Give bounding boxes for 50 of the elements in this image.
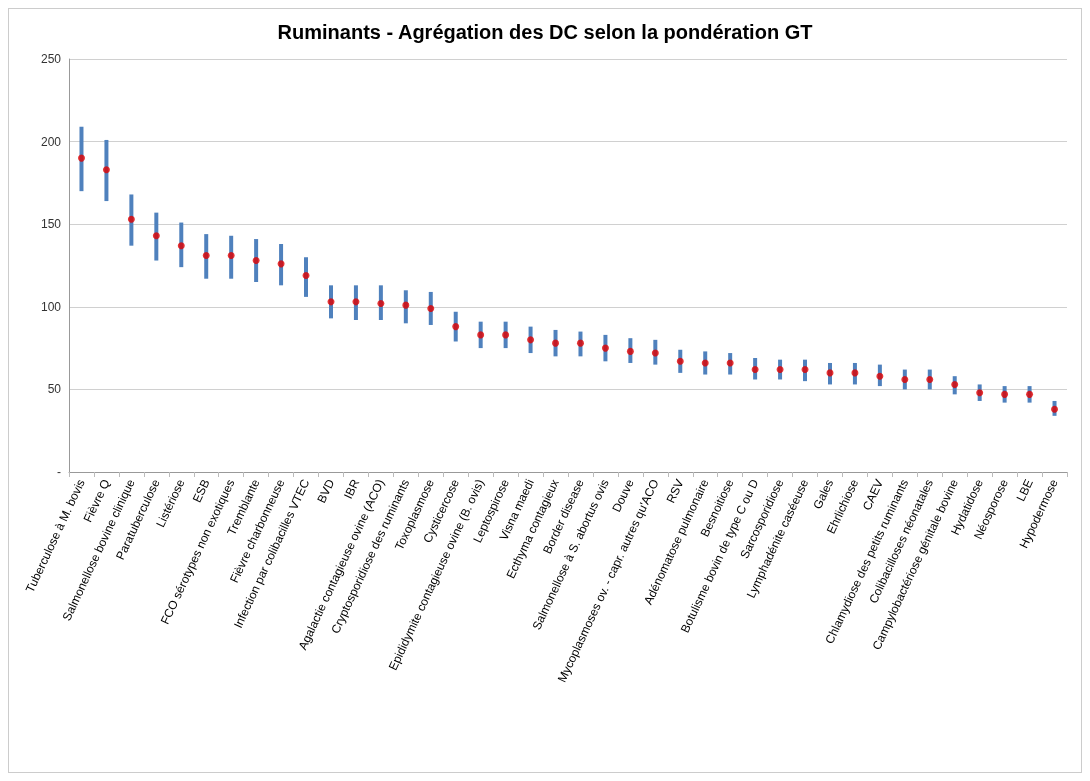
point [202,252,210,260]
point [1026,390,1034,398]
point [976,389,984,397]
point [102,166,110,174]
y-tick-label: 50 [47,382,62,397]
point [327,298,335,306]
point [252,257,260,265]
x-tick-label: BVD [314,476,338,506]
point [427,304,435,312]
point [601,344,609,352]
point [1051,405,1059,413]
point [651,349,659,357]
point [152,232,160,240]
point [452,323,460,331]
point [701,359,709,367]
point [352,298,360,306]
y-tick-label: 200 [40,134,62,149]
x-tick-label: CAEV [859,477,887,513]
point [926,375,934,383]
point [676,357,684,365]
chart-title: Ruminants - Agrégation des DC selon la pondération GT [277,21,813,43]
x-tick-label: ESB [189,477,213,505]
point [1001,390,1009,398]
point [227,252,235,260]
point [302,271,310,279]
point [576,339,584,347]
point [876,372,884,380]
point [726,359,734,367]
point [502,331,510,339]
point [402,301,410,309]
y-tick-label: 100 [40,299,62,314]
point [751,366,759,374]
point [127,215,135,223]
point [626,347,634,355]
point [477,331,485,339]
point [801,366,809,374]
point [277,260,285,268]
point [377,300,385,307]
y-tick-label: 150 [40,217,62,232]
x-tick-label: IBR [341,476,363,502]
point [951,380,959,388]
y-tick-label: - [57,465,61,479]
point [527,336,535,344]
point [77,154,85,162]
y-tick-label: 250 [40,52,62,66]
point [776,366,784,374]
point [851,369,859,377]
point [901,375,909,383]
point [177,242,185,250]
point [552,339,560,347]
